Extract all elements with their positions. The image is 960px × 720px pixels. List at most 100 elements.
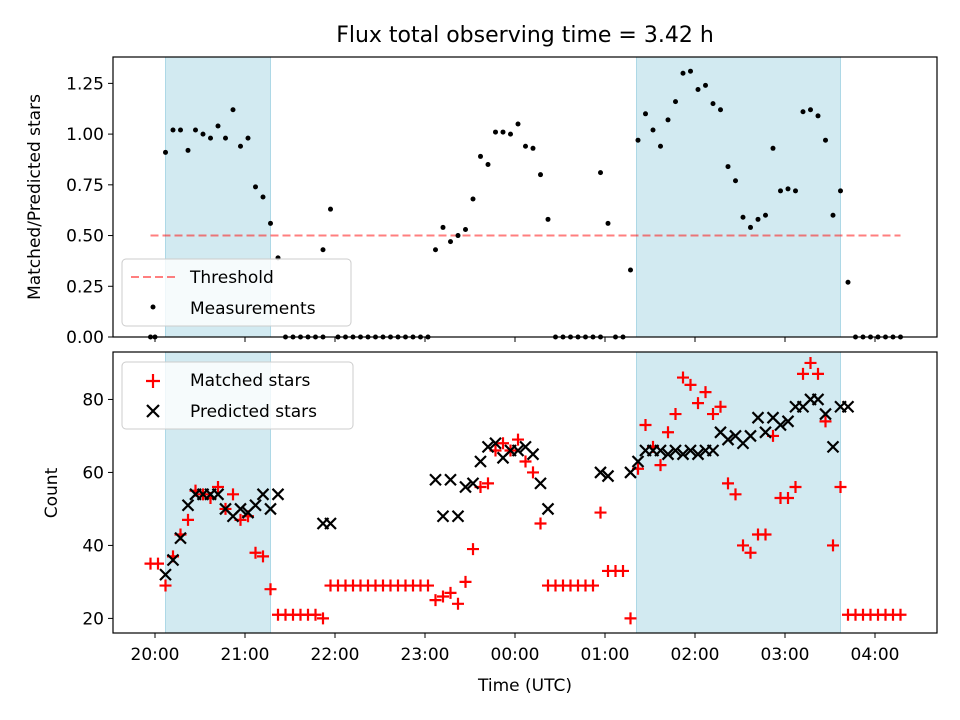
- measurement-point: [260, 194, 266, 200]
- measurement-point: [253, 184, 258, 190]
- matched-star-marker: [437, 590, 449, 603]
- predicted-star-marker: [684, 444, 697, 457]
- predicted-star-marker: [826, 440, 840, 454]
- matched-star-marker: [662, 426, 674, 439]
- measurement-point: [463, 226, 468, 232]
- predicted-star-marker: [429, 473, 442, 487]
- measurement-point: [440, 224, 446, 230]
- top-y-tick-label: 0.00: [66, 328, 104, 348]
- measurement-point: [740, 214, 746, 220]
- predicted-star-marker: [451, 509, 465, 523]
- measurement-point: [230, 107, 236, 113]
- predicted-star-marker: [166, 553, 180, 567]
- measurement-point: [170, 127, 176, 133]
- measurement-point: [478, 153, 483, 159]
- predicted-star-marker: [721, 433, 735, 446]
- predicted-star-marker: [691, 447, 705, 461]
- measurement-point: [778, 188, 783, 194]
- measurement-point: [508, 131, 513, 137]
- top-legend: Threshold Measurements: [121, 258, 352, 327]
- matched-star-marker: [459, 575, 472, 588]
- bottom-y-tick-label: 40: [82, 536, 104, 556]
- measurement-point: [268, 220, 273, 226]
- matched-star-marker: [587, 579, 599, 592]
- matched-star-marker: [429, 594, 442, 607]
- predicted-star-marker: [706, 444, 720, 457]
- bottom-y-axis: 20 40 60 80: [82, 390, 113, 629]
- matched-star-marker: [677, 371, 689, 384]
- predicted-star-marker: [631, 455, 645, 468]
- measurement-point: [448, 239, 453, 245]
- predicted-legend-swatch: [146, 404, 160, 418]
- measurement-point: [718, 107, 723, 113]
- measurement-point: [530, 145, 536, 151]
- predicted-star-marker: [324, 517, 337, 530]
- measurement-point: [815, 113, 821, 119]
- matched-star-marker: [309, 608, 322, 621]
- measurement-point: [665, 117, 671, 123]
- top-y-tick-label: 0.25: [66, 277, 104, 297]
- matched-legend-swatch: [146, 374, 160, 388]
- predicted-star-marker: [436, 509, 450, 523]
- measurement-point: [710, 101, 716, 107]
- predicted-star-marker: [526, 447, 540, 461]
- matched-star-marker: [482, 477, 494, 490]
- x-tick-label: 00:00: [491, 645, 540, 665]
- predicted-star-marker: [249, 498, 262, 512]
- measurement-point: [673, 99, 678, 105]
- measurement-point: [545, 216, 551, 222]
- measurement-point: [770, 145, 776, 151]
- matched-star-marker: [467, 543, 479, 556]
- top-legend-box: [121, 258, 352, 327]
- matched-star-marker: [654, 459, 667, 472]
- matched-star-marker: [227, 488, 239, 501]
- measurement-point: [163, 149, 168, 155]
- predicted-star-marker: [159, 568, 172, 581]
- matched-star-marker: [249, 546, 262, 559]
- measurement-point: [800, 109, 806, 115]
- matched-star-marker: [819, 415, 832, 428]
- measurement-point: [703, 82, 708, 88]
- matched-star-marker: [444, 586, 457, 599]
- measurement-point: [193, 127, 198, 133]
- bottom-y-tick-label: 60: [82, 463, 104, 483]
- bottom-y-axis-label: Count: [42, 467, 62, 518]
- measurement-point: [598, 170, 603, 176]
- top-y-axis-label: Matched/Predicted stars: [25, 94, 45, 300]
- matched-star-marker: [639, 418, 652, 431]
- matched-star-marker: [789, 481, 802, 494]
- matched-star-marker: [759, 528, 772, 541]
- measurement-point: [643, 111, 648, 117]
- matched-star-marker: [707, 408, 719, 421]
- bottom-plot-frame: [112, 351, 938, 634]
- matched-star-marker: [519, 455, 532, 468]
- predicted-star-marker: [759, 426, 772, 439]
- matched-star-marker: [534, 517, 547, 530]
- bottom-x-axis: 20:00 21:00 22:00 23:00 00:00 01:00 02:00 03:00…: [131, 633, 900, 665]
- matched-star-marker: [744, 546, 757, 559]
- matched-star-marker: [617, 564, 629, 577]
- x-tick-label: 03:00: [761, 645, 810, 665]
- measurement-point: [785, 186, 791, 192]
- x-tick-label: 01:00: [581, 645, 630, 665]
- predicted-star-marker: [459, 480, 472, 494]
- matched-star-marker: [827, 539, 839, 552]
- matched-star-marker: [422, 579, 434, 592]
- matched-star-marker: [797, 367, 809, 380]
- matched-star-marker: [684, 378, 697, 391]
- matched-star-marker: [722, 477, 734, 490]
- predicted-star-marker: [819, 407, 832, 421]
- x-tick-label: 23:00: [401, 645, 450, 665]
- measurement-point: [688, 68, 693, 74]
- measurement-point: [320, 247, 326, 253]
- measurement-point: [845, 279, 851, 285]
- measurement-point: [793, 188, 798, 194]
- predicted-star-marker: [669, 444, 682, 457]
- measurement-point: [208, 135, 213, 141]
- shaded-interval: [636, 352, 841, 633]
- predicted-star-marker: [811, 393, 825, 406]
- bottom-legend-box: [121, 361, 354, 430]
- matched-star-marker: [264, 583, 277, 596]
- predicted-star-marker: [751, 411, 765, 424]
- predicted-star-marker: [481, 440, 495, 454]
